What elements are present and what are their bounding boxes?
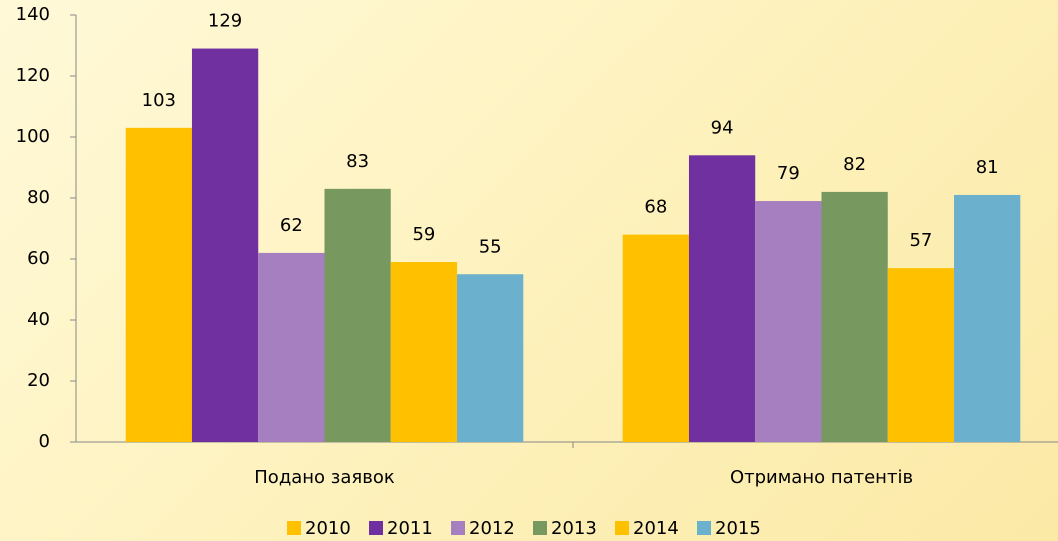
y-tick-label: 100 (16, 126, 50, 147)
value-label: 94 (711, 117, 734, 138)
y-tick-label: 20 (27, 370, 50, 391)
value-label: 83 (346, 151, 369, 172)
value-label: 79 (777, 163, 800, 184)
value-label: 59 (412, 224, 435, 245)
bar (191, 48, 259, 443)
bar (887, 268, 955, 442)
value-label: 68 (644, 197, 667, 218)
bar (688, 155, 756, 443)
bar (125, 127, 192, 442)
legend-swatch (287, 521, 301, 535)
legend-swatch (697, 521, 711, 535)
y-tick-label: 140 (16, 4, 50, 25)
legend-swatch (369, 521, 383, 535)
value-label: 129 (208, 11, 242, 32)
legend-label: 2012 (469, 518, 515, 539)
legend-label: 2013 (551, 518, 597, 539)
legend-label: 2015 (715, 518, 761, 539)
bar (821, 191, 888, 442)
x-tick-label: Подано заявок (254, 467, 395, 488)
legend-swatch (615, 521, 629, 535)
bar (258, 252, 325, 442)
bar (755, 201, 822, 442)
x-tick-label: Отримано патентів (730, 467, 913, 488)
value-label: 103 (142, 90, 176, 111)
value-label: 62 (280, 215, 303, 236)
value-label: 55 (479, 236, 502, 257)
y-tick-label: 60 (27, 248, 50, 269)
y-tick-label: 120 (16, 65, 50, 86)
legend-swatch (451, 521, 465, 535)
legend-label: 2014 (633, 518, 679, 539)
bar (622, 234, 689, 442)
value-label: 81 (976, 157, 999, 178)
value-label: 82 (843, 154, 866, 175)
bar (390, 262, 458, 442)
y-tick-label: 80 (27, 187, 50, 208)
y-tick-label: 40 (27, 309, 50, 330)
bar (457, 274, 524, 442)
bar (324, 188, 391, 442)
value-label: 57 (909, 230, 932, 251)
legend-label: 2011 (387, 518, 433, 539)
bar (954, 194, 1021, 442)
legend-swatch (533, 521, 547, 535)
y-tick-label: 0 (39, 431, 50, 452)
legend-label: 2010 (305, 518, 351, 539)
